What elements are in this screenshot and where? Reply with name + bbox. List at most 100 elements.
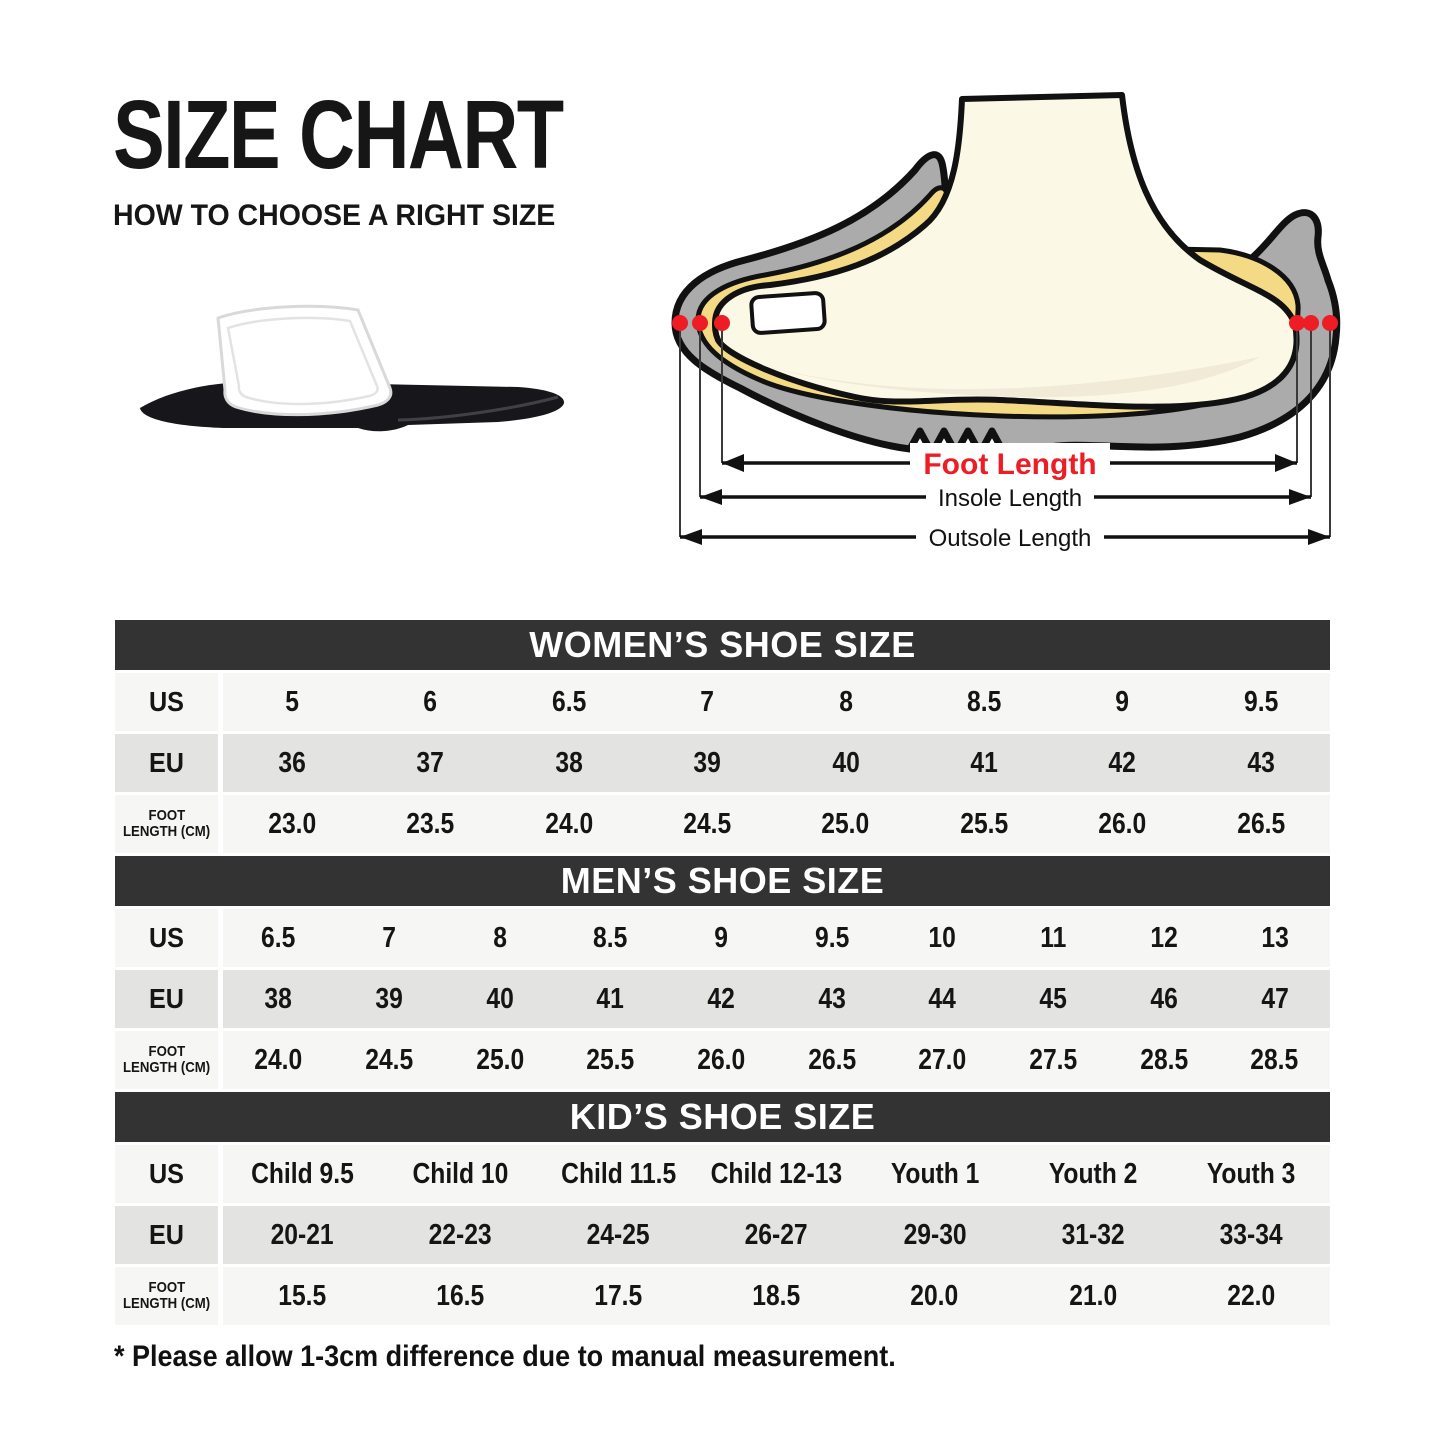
row-label: FOOT LENGTH (CM) — [115, 1031, 223, 1089]
size-cell: 28.5 — [1250, 1043, 1299, 1076]
size-cell: 42 — [1108, 746, 1137, 779]
size-cell: 26.5 — [1236, 807, 1285, 840]
size-cell: 45 — [1039, 982, 1067, 1015]
section-header: MEN’S SHOE SIZE — [115, 856, 1330, 906]
size-cell: 26.0 — [697, 1043, 746, 1076]
table-section-women-s-shoe-size: WOMEN’S SHOE SIZE US 5 6 6.5 7 8 8.5 9 9.5 EU 36 37 3… — [115, 620, 1330, 853]
size-cell: 9.5 — [1243, 685, 1278, 718]
size-cell: 7 — [700, 685, 715, 718]
sandal-sole-groove — [397, 395, 559, 422]
size-cell: 8 — [838, 685, 853, 718]
page-title: SIZE CHART — [113, 80, 564, 189]
size-cell: 7 — [382, 921, 396, 954]
size-cell: 15.5 — [278, 1279, 327, 1312]
size-cell: 9 — [1115, 685, 1130, 718]
sandal-strap-inner-line — [226, 316, 379, 406]
toenail-shape — [749, 291, 827, 335]
size-cell: 20-21 — [270, 1218, 334, 1251]
size-cell: 6 — [423, 685, 438, 718]
row-label: US — [115, 909, 223, 967]
size-cell: 24-25 — [586, 1218, 650, 1251]
section-header: WOMEN’S SHOE SIZE — [115, 620, 1330, 670]
measurement-footnote: * Please allow 1-3cm difference due to m… — [114, 1340, 896, 1373]
size-cell: 41 — [596, 982, 625, 1015]
size-cell: 12 — [1150, 921, 1178, 954]
size-cell: Child 11.5 — [560, 1157, 676, 1190]
size-cell: 25.5 — [960, 807, 1009, 840]
row-label: EU — [115, 1206, 223, 1264]
table-section-men-s-shoe-size: MEN’S SHOE SIZE US 6.5 7 8 8.5 9 9.5 10 11 12 13 EU 3… — [115, 856, 1330, 1089]
size-cell: Child 9.5 — [250, 1157, 354, 1190]
size-cell: 37 — [416, 746, 445, 779]
foot-length-label-bg — [910, 443, 1110, 481]
size-cell: 41 — [970, 746, 998, 779]
slide-sandal-image — [140, 304, 565, 432]
outsole-length-label: Outsole Length — [929, 525, 1092, 552]
section-header: KID’S SHOE SIZE — [115, 1092, 1330, 1142]
size-cell: 26.5 — [807, 1043, 856, 1076]
sandal-strap-shape — [216, 304, 393, 417]
row-label: EU — [115, 734, 223, 792]
title-block: SIZE CHART HOW TO CHOOSE A RIGHT SIZE — [113, 86, 675, 233]
size-cell: 18.5 — [752, 1279, 801, 1312]
size-cell: 23.5 — [406, 807, 455, 840]
size-cell: 25.0 — [821, 807, 870, 840]
size-tables: WOMEN’S SHOE SIZE US 5 6 6.5 7 8 8.5 9 9.5 EU 36 37 3… — [115, 620, 1330, 1325]
foot-length-label: Foot Length — [923, 448, 1096, 481]
row-label: EU — [115, 970, 223, 1028]
table-section-kid-s-shoe-size: KID’S SHOE SIZE US Child 9.5 Child 10 Child … — [115, 1092, 1330, 1325]
size-cell: 8.5 — [593, 921, 628, 954]
size-cell: 16.5 — [436, 1279, 485, 1312]
size-cell: 6.5 — [261, 921, 296, 954]
size-cell: 11 — [1040, 921, 1067, 954]
size-cell: 24.0 — [544, 807, 593, 840]
size-cell: 17.5 — [594, 1279, 643, 1312]
size-cell: 43 — [1247, 746, 1275, 779]
size-cell: 42 — [707, 982, 735, 1015]
outsole-length-label-bg — [916, 521, 1104, 551]
size-cell: 26.0 — [1098, 807, 1147, 840]
size-cell: 44 — [928, 982, 957, 1015]
size-cell: 38 — [264, 982, 293, 1015]
size-cell: 9.5 — [814, 921, 850, 954]
size-cell: 40 — [831, 746, 860, 779]
size-cell: 9 — [714, 921, 729, 954]
table-row-foot-length-cm: FOOT LENGTH (CM) 23.0 23.5 24.0 24.5 25.0 25.5 2… — [115, 795, 1330, 853]
size-cell: Youth 2 — [1048, 1157, 1138, 1190]
size-cell: 46 — [1150, 982, 1178, 1015]
table-row-foot-length-cm: FOOT LENGTH (CM) 24.0 24.5 25.0 25.5 26.0 26.5 2… — [115, 1031, 1330, 1089]
size-cell: 31-32 — [1061, 1218, 1125, 1251]
size-cell: 39 — [693, 746, 722, 779]
measure-guide-lines — [679, 329, 1331, 537]
table-row-eu: EU 38 39 40 41 42 43 44 45 46 47 — [115, 970, 1330, 1028]
table-row-us: US 6.5 7 8 8.5 9 9.5 10 11 12 13 — [115, 909, 1330, 967]
size-cell: 40 — [486, 982, 514, 1015]
size-cell: 29-30 — [903, 1218, 967, 1251]
size-cell: 22.0 — [1226, 1279, 1275, 1312]
size-cell: 36 — [278, 746, 306, 779]
size-cell: 28.5 — [1139, 1043, 1188, 1076]
foot-measurement-diagram: Foot Length Insole Length Outsole Length — [671, 92, 1341, 552]
size-cell: 21.0 — [1068, 1279, 1117, 1312]
size-cell: 8 — [492, 921, 507, 954]
size-cell: 47 — [1260, 982, 1289, 1015]
row-label: FOOT LENGTH (CM) — [115, 1267, 223, 1325]
table-row-eu: EU 36 37 38 39 40 41 42 43 — [115, 734, 1330, 792]
size-cell: 10 — [928, 921, 957, 954]
size-cell: 6.5 — [551, 685, 587, 718]
table-row-eu: EU 20-21 22-23 24-25 26-27 29-30 31-32 33-34 — [115, 1206, 1330, 1264]
size-cell: 39 — [375, 982, 403, 1015]
size-cell: Child 10 — [412, 1157, 509, 1190]
row-label: FOOT LENGTH (CM) — [115, 795, 223, 853]
size-cell: 13 — [1260, 921, 1289, 954]
size-cell: 8.5 — [966, 685, 1002, 718]
size-cell: 23.0 — [268, 807, 317, 840]
size-cell: Child 12-13 — [710, 1157, 843, 1190]
table-row-us: US 5 6 6.5 7 8 8.5 9 9.5 — [115, 673, 1330, 731]
size-cell: 26-27 — [744, 1218, 809, 1251]
size-cell: Youth 1 — [890, 1157, 979, 1190]
size-cell: 25.0 — [475, 1043, 524, 1076]
size-cell: 43 — [818, 982, 846, 1015]
insole-length-label-bg — [926, 481, 1094, 511]
size-cell: 24.5 — [365, 1043, 414, 1076]
